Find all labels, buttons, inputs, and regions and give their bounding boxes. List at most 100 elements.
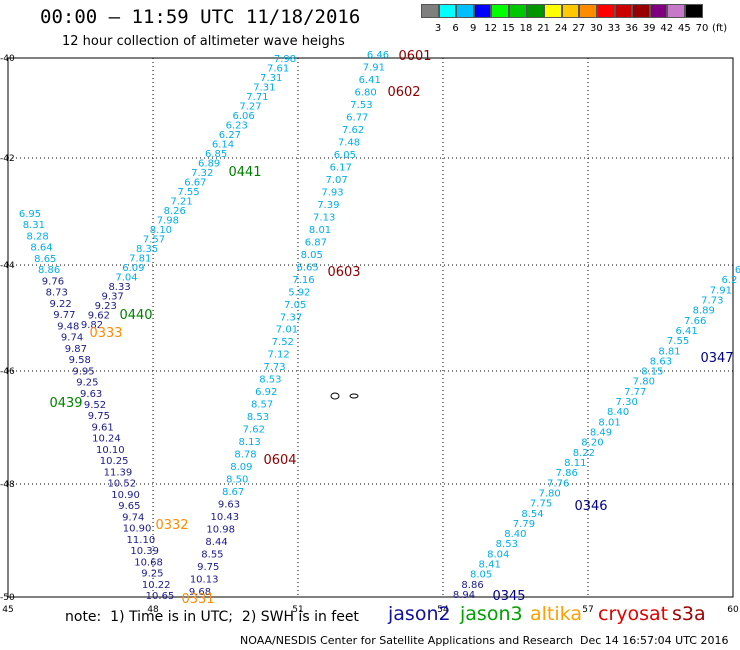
legend-label: 3 <box>434 23 442 34</box>
island-outline <box>349 393 359 399</box>
track-d-value: 7.86 <box>556 468 578 479</box>
x-tick-label: 48 <box>147 605 159 615</box>
track-b-value: 9.68 <box>189 587 211 598</box>
track-c-value: 8.73 <box>46 288 68 299</box>
map-frame <box>7 57 734 598</box>
track-a-value: 8.26 <box>164 206 186 217</box>
track-c-value: 9.52 <box>84 400 106 411</box>
track-a-value: 9.62 <box>88 311 110 322</box>
track-d-value: 7.30 <box>616 397 638 408</box>
track-c-value: 10.68 <box>134 557 163 568</box>
track-c-value: 10.22 <box>142 580 171 591</box>
pass-label: 0440 <box>119 308 152 323</box>
track-b-value: 6.05 <box>334 150 356 161</box>
legend-swatch <box>632 4 650 18</box>
track-c-value: 10.90 <box>123 524 152 535</box>
pass-label: 0603 <box>327 265 360 280</box>
legend-swatch <box>614 4 633 18</box>
y-tick-label: -48 <box>0 480 15 490</box>
track-d-value: 8.54 <box>521 509 543 520</box>
track-b-value: 7.91 <box>363 62 385 73</box>
track-b-value: 7.73 <box>263 362 285 373</box>
legend-label: 42 <box>660 23 674 34</box>
track-d-value: 8.41 <box>479 560 501 571</box>
track-d-value: 7.55 <box>667 336 689 347</box>
legend-label: 12 <box>484 23 498 34</box>
page-subtitle: 12 hour collection of altimeter wave hei… <box>62 34 345 49</box>
track-a-value: 7.04 <box>115 273 137 284</box>
track-b-value: 8.57 <box>251 400 273 411</box>
legend-swatch <box>544 4 562 18</box>
track-b-value: 8.78 <box>234 450 256 461</box>
track-b-value: 8.05 <box>301 250 323 261</box>
track-d-value: 8.22 <box>573 448 595 459</box>
track-a-value: 6.89 <box>198 159 220 170</box>
track-d-value: 6 <box>735 265 740 276</box>
track-b-value: 6.87 <box>305 237 327 248</box>
track-c-value: 11.39 <box>104 467 133 478</box>
track-a-value: 7.31 <box>253 83 275 94</box>
track-a-value: 6.67 <box>184 178 206 189</box>
satellite-altika-label: altika <box>530 603 582 625</box>
legend-label: 24 <box>554 23 568 34</box>
track-a-value: 7.81 <box>129 254 151 265</box>
track-b-value: 7.37 <box>280 312 302 323</box>
track-d-value: 8.40 <box>607 407 629 418</box>
track-c-value: 10.39 <box>130 546 159 557</box>
track-b-value: 6.92 <box>255 387 277 398</box>
legend-swatch <box>421 4 439 18</box>
y-tick-label: -40 <box>0 54 15 64</box>
track-d-value: 7.80 <box>538 488 560 499</box>
track-b-value: 8.53 <box>247 412 269 423</box>
track-c-value: 9.25 <box>141 569 163 580</box>
track-d-value: 7.80 <box>633 377 655 388</box>
track-b-value: 7.12 <box>268 350 290 361</box>
track-b-value: 6.17 <box>330 162 352 173</box>
track-b-value: 9.63 <box>218 500 240 511</box>
legend-swatch <box>526 4 545 18</box>
track-c-value: 9.48 <box>57 321 79 332</box>
legend-swatch <box>685 4 703 18</box>
track-c-value: 9.65 <box>118 501 140 512</box>
x-tick-label: 54 <box>437 605 449 615</box>
track-c-value: 8.31 <box>23 220 45 231</box>
legend-swatch <box>438 4 457 18</box>
x-tick-label: 45 <box>2 605 13 615</box>
track-c-value: 9.22 <box>49 299 71 310</box>
track-a-value: 8.33 <box>108 282 130 293</box>
track-c-value: 9.95 <box>72 366 94 377</box>
legend-label: 36 <box>625 23 638 34</box>
track-a-value: 6.27 <box>219 130 241 141</box>
track-a-value: 7.61 <box>267 64 289 75</box>
pass-label: 0333 <box>89 326 122 341</box>
track-c-value: 8.86 <box>38 265 60 276</box>
track-a-value: 7.98 <box>157 216 179 227</box>
track-a-value: 7.31 <box>260 73 282 84</box>
track-c-value: 9.74 <box>61 333 83 344</box>
legend-swatch <box>579 4 597 18</box>
track-c-value: 9.76 <box>42 276 64 287</box>
track-b-value: 7.16 <box>292 275 314 286</box>
track-c-value: 9.75 <box>88 411 110 422</box>
legend-swatch <box>491 4 509 18</box>
track-a-value: 6.09 <box>122 263 144 274</box>
track-b-value: 7.93 <box>321 187 343 198</box>
track-c-value: 9.25 <box>76 378 98 389</box>
track-d-value: 8.81 <box>658 346 680 357</box>
track-d-value: 8.04 <box>487 549 509 560</box>
track-d-value: 8.86 <box>461 580 483 591</box>
track-d-value: 6.2 <box>721 275 737 286</box>
track-a-value: 9.37 <box>102 292 124 303</box>
track-d-value: 7.79 <box>513 519 535 530</box>
track-a-value: 8.10 <box>150 225 172 236</box>
track-b-value: 10.98 <box>206 525 235 536</box>
track-a-value: 6.06 <box>233 111 255 122</box>
track-d-value: 8.20 <box>581 438 603 449</box>
track-b-value: 6.80 <box>354 87 376 98</box>
track-c-value: 9.63 <box>80 389 102 400</box>
track-c-value: 9.58 <box>69 355 91 366</box>
pass-label: 0331 <box>181 592 214 607</box>
track-b-value: 7.52 <box>272 337 294 348</box>
x-tick-label: 60 <box>727 605 739 615</box>
